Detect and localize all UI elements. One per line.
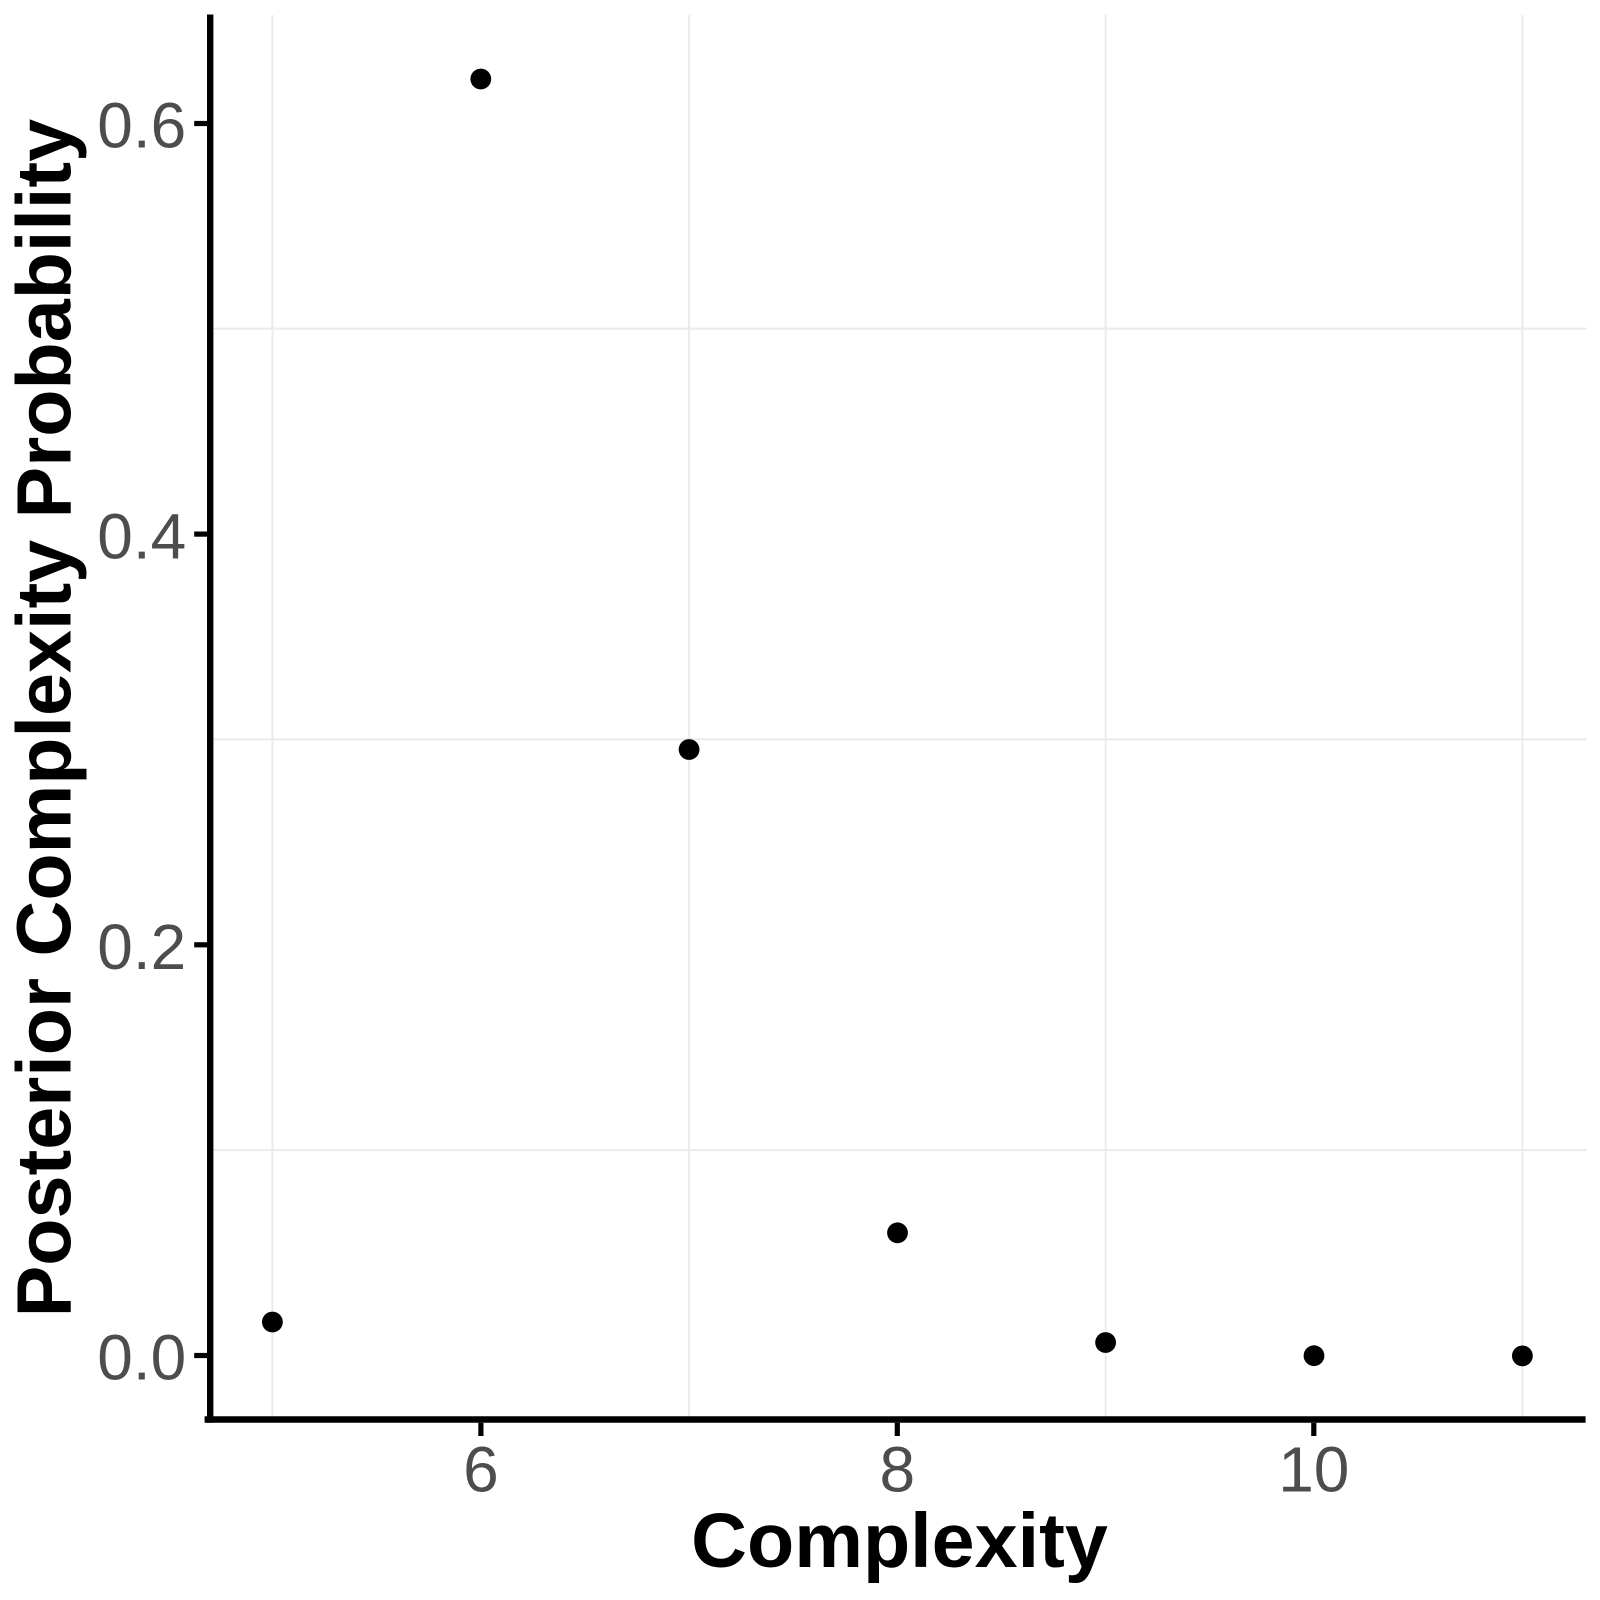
svg-text:0.0: 0.0: [97, 1322, 186, 1394]
svg-text:0.6: 0.6: [97, 90, 186, 162]
svg-text:6: 6: [463, 1434, 499, 1506]
svg-text:0.2: 0.2: [97, 911, 186, 983]
svg-text:0.4: 0.4: [97, 500, 186, 572]
svg-text:10: 10: [1278, 1434, 1349, 1506]
svg-text:8: 8: [880, 1434, 916, 1506]
svg-text:Posterior Complexity Probabili: Posterior Complexity Probability: [2, 119, 88, 1317]
svg-text:Complexity: Complexity: [691, 1498, 1108, 1584]
